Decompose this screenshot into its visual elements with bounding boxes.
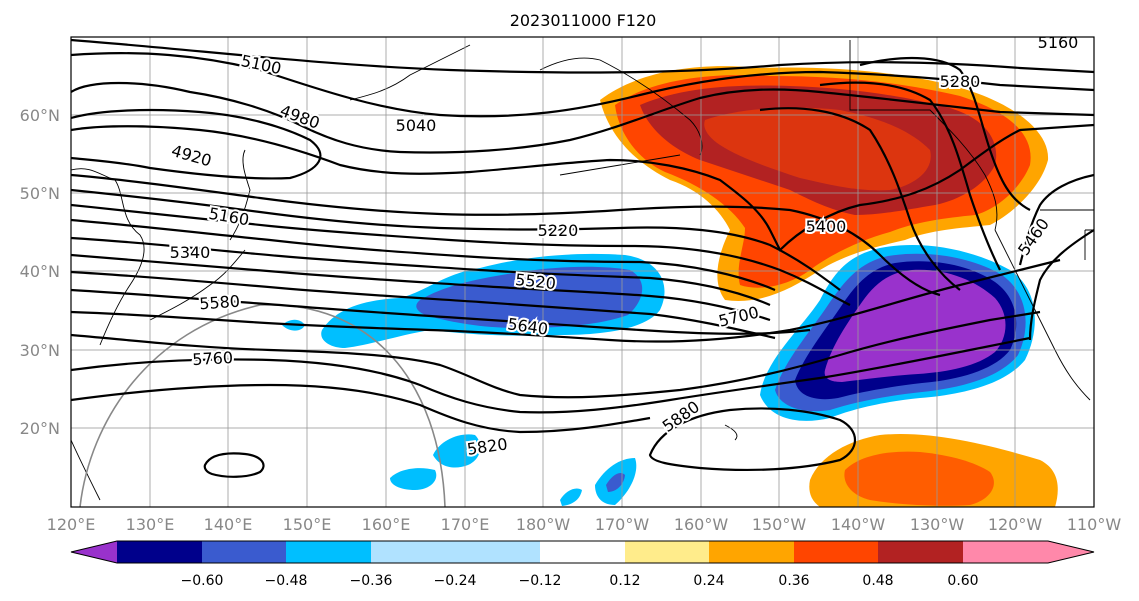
lon-label: 180°W	[516, 515, 571, 534]
lon-axis: 120°E 130°E 140°E 150°E 160°E 170°E 180°…	[47, 515, 1122, 534]
colorbar-label: −0.48	[265, 573, 308, 589]
contour-label: 5580	[199, 292, 241, 314]
colorbar-max-extend	[963, 541, 1094, 563]
colorbar-label: 0.24	[693, 573, 724, 589]
colorbar-segment	[540, 541, 625, 563]
contour-label: 5400	[806, 217, 847, 236]
lat-label: 60°N	[20, 106, 60, 125]
lon-label: 140°W	[831, 515, 886, 534]
lon-label: 150°W	[752, 515, 807, 534]
lon-label: 160°E	[362, 515, 411, 534]
colorbar-label: −0.36	[350, 573, 393, 589]
gridlines	[71, 37, 1094, 507]
colorbar-segment	[286, 541, 371, 563]
lon-label: 130°E	[126, 515, 175, 534]
lon-label: 120°E	[47, 515, 96, 534]
lon-label: 170°E	[441, 515, 490, 534]
colorbar-segment	[371, 541, 455, 563]
lon-label: 120°W	[988, 515, 1043, 534]
map-panel: 5100 4980 5040 4920 5160 5220 5280 5160 …	[71, 33, 1094, 507]
lat-axis: 60°N 50°N 40°N 30°N 20°N	[20, 106, 60, 438]
lat-label: 50°N	[20, 184, 60, 203]
colorbar-segment	[625, 541, 709, 563]
contour-label: 5040	[396, 116, 437, 135]
height-contours	[71, 38, 1094, 478]
lon-label: 110°W	[1067, 515, 1122, 534]
colorbar-outline	[70, 540, 1095, 564]
contour-label: 5340	[170, 243, 211, 262]
contour-label: 5160	[1038, 33, 1079, 52]
lat-label: 30°N	[20, 341, 60, 360]
colorbar-segment	[878, 541, 963, 563]
contour-label: 5220	[538, 221, 579, 240]
colorbar-label: 0.12	[609, 573, 640, 589]
colorbar-label: 0.48	[862, 573, 893, 589]
lon-label: 130°W	[910, 515, 965, 534]
shading-layer	[282, 66, 1058, 507]
lon-label: 170°W	[595, 515, 650, 534]
contour-label: 5640	[506, 314, 549, 338]
colorbar-min-extend	[71, 541, 117, 563]
colorbar-label: −0.12	[519, 573, 562, 589]
map-frame	[70, 36, 1095, 508]
colorbar-label: −0.60	[181, 573, 224, 589]
contour-label: 5760	[192, 348, 234, 369]
colorbar-label: −0.24	[434, 573, 477, 589]
colorbar: −0.60 −0.48 −0.36 −0.24 −0.12 0.12 0.24 …	[70, 540, 1095, 589]
lat-label: 20°N	[20, 419, 60, 438]
contour-label: 5280	[940, 72, 981, 91]
map-title: 2023011000 F120	[510, 11, 657, 30]
lon-label: 140°E	[204, 515, 253, 534]
colorbar-label: 0.60	[947, 573, 978, 589]
range-circle	[79, 304, 446, 507]
colorbar-segment	[794, 541, 878, 563]
lat-label: 40°N	[20, 262, 60, 281]
colorbar-segment	[202, 541, 286, 563]
colorbar-segment	[455, 541, 540, 563]
lon-label: 160°W	[674, 515, 729, 534]
colorbar-label: 0.36	[778, 573, 809, 589]
lon-label: 150°E	[283, 515, 332, 534]
colorbar-segment	[117, 541, 202, 563]
colorbar-segment	[709, 541, 794, 563]
